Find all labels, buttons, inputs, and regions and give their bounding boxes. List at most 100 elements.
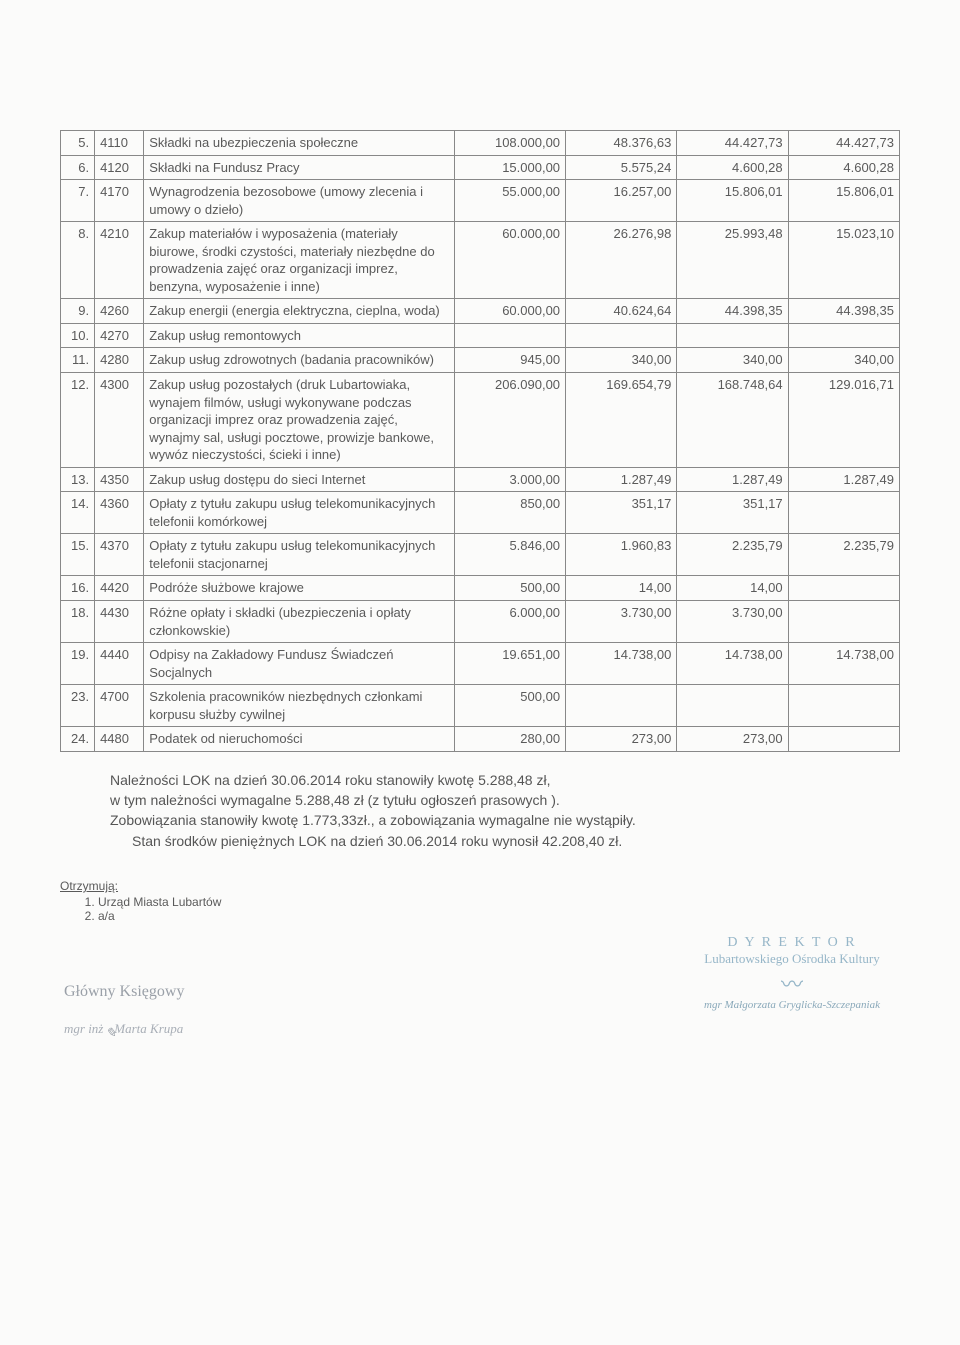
- table-cell: 24.: [61, 727, 95, 752]
- table-cell: 168.748,64: [677, 373, 788, 468]
- table-cell: 4.600,28: [788, 155, 899, 180]
- table-cell: Zakup materiałów i wyposażenia (materiał…: [144, 222, 454, 299]
- table-cell: 44.398,35: [677, 299, 788, 324]
- table-cell: [788, 323, 899, 348]
- table-cell: 4440: [95, 643, 144, 685]
- table-cell: 60.000,00: [454, 222, 565, 299]
- table-cell: 19.651,00: [454, 643, 565, 685]
- table-row: 5.4110Składki na ubezpieczenia społeczne…: [61, 131, 900, 156]
- table-row: 12.4300Zakup usług pozostałych (druk Lub…: [61, 373, 900, 468]
- table-cell: Opłaty z tytułu zakupu usług telekomunik…: [144, 492, 454, 534]
- table-cell: Zakup usług dostępu do sieci Internet: [144, 467, 454, 492]
- summary-line-1: Należności LOK na dzień 30.06.2014 roku …: [110, 772, 551, 788]
- table-cell: 273,00: [677, 727, 788, 752]
- table-cell: 44.427,73: [788, 131, 899, 156]
- table-cell: 2.235,79: [677, 534, 788, 576]
- table-cell: Zakup energii (energia elektryczna, ciep…: [144, 299, 454, 324]
- table-cell: 13.: [61, 467, 95, 492]
- summary-line-3: Zobowiązania stanowiły kwotę 1.773,33zł.…: [110, 812, 636, 828]
- table-row: 16.4420Podróże służbowe krajowe500,0014,…: [61, 576, 900, 601]
- table-row: 9.4260Zakup energii (energia elektryczna…: [61, 299, 900, 324]
- recipients-title: Otrzymują:: [60, 879, 118, 893]
- table-cell: [677, 685, 788, 727]
- table-cell: 5.575,24: [566, 155, 677, 180]
- table-cell: [788, 576, 899, 601]
- table-cell: 4420: [95, 576, 144, 601]
- table-cell: Składki na Fundusz Pracy: [144, 155, 454, 180]
- table-cell: 2.235,79: [788, 534, 899, 576]
- table-cell: Opłaty z tytułu zakupu usług telekomunik…: [144, 534, 454, 576]
- table-cell: 48.376,63: [566, 131, 677, 156]
- table-cell: 15.: [61, 534, 95, 576]
- summary-line-4: Stan środków pieniężnych LOK na dzień 30…: [110, 831, 900, 851]
- table-cell: 4270: [95, 323, 144, 348]
- table-cell: Zakup usług remontowych: [144, 323, 454, 348]
- table-cell: 4260: [95, 299, 144, 324]
- table-cell: 14,00: [566, 576, 677, 601]
- table-row: 8.4210Zakup materiałów i wyposażenia (ma…: [61, 222, 900, 299]
- table-cell: 850,00: [454, 492, 565, 534]
- table-cell: 273,00: [566, 727, 677, 752]
- table-cell: 40.624,64: [566, 299, 677, 324]
- table-row: 13.4350Zakup usług dostępu do sieci Inte…: [61, 467, 900, 492]
- table-cell: 18.: [61, 601, 95, 643]
- table-cell: 340,00: [566, 348, 677, 373]
- table-cell: 3.000,00: [454, 467, 565, 492]
- table-cell: 15.023,10: [788, 222, 899, 299]
- table-cell: 14,00: [677, 576, 788, 601]
- table-cell: 16.257,00: [566, 180, 677, 222]
- table-cell: 206.090,00: [454, 373, 565, 468]
- table-cell: Podróże służbowe krajowe: [144, 576, 454, 601]
- table-cell: 4480: [95, 727, 144, 752]
- table-cell: 4300: [95, 373, 144, 468]
- table-cell: [788, 727, 899, 752]
- table-cell: 4.600,28: [677, 155, 788, 180]
- table-cell: Wynagrodzenia bezosobowe (umowy zlecenia…: [144, 180, 454, 222]
- table-row: 19.4440Odpisy na Zakładowy Fundusz Świad…: [61, 643, 900, 685]
- signatures-row: Główny Księgowy mgr inż✎Marta Krupa D Y …: [60, 935, 900, 1037]
- table-cell: 4110: [95, 131, 144, 156]
- table-cell: [566, 323, 677, 348]
- sig-right-l1: D Y R E K T O R: [704, 935, 880, 951]
- table-cell: 9.: [61, 299, 95, 324]
- sig-left-title: Główny Księgowy: [64, 983, 184, 1001]
- table-cell: 15.806,01: [788, 180, 899, 222]
- table-cell: 5.: [61, 131, 95, 156]
- budget-table: 5.4110Składki na ubezpieczenia społeczne…: [60, 130, 900, 752]
- table-cell: [454, 323, 565, 348]
- table-cell: 4280: [95, 348, 144, 373]
- table-cell: Podatek od nieruchomości: [144, 727, 454, 752]
- recipients-block: Otrzymują: Urząd Miasta Lubartów a/a: [60, 879, 900, 923]
- table-cell: 16.: [61, 576, 95, 601]
- table-cell: Szkolenia pracowników niezbędnych członk…: [144, 685, 454, 727]
- table-cell: [677, 323, 788, 348]
- table-cell: 7.: [61, 180, 95, 222]
- table-cell: [788, 492, 899, 534]
- table-cell: 14.: [61, 492, 95, 534]
- summary-line-2: w tym należności wymagalne 5.288,48 zł (…: [110, 792, 560, 808]
- recipient-item: a/a: [98, 909, 900, 923]
- recipient-item: Urząd Miasta Lubartów: [98, 895, 900, 909]
- table-cell: [566, 685, 677, 727]
- table-cell: 280,00: [454, 727, 565, 752]
- table-cell: 19.: [61, 643, 95, 685]
- table-cell: 14.738,00: [566, 643, 677, 685]
- table-cell: 44.427,73: [677, 131, 788, 156]
- table-cell: 500,00: [454, 576, 565, 601]
- table-cell: 4360: [95, 492, 144, 534]
- table-cell: 1.960,83: [566, 534, 677, 576]
- table-cell: 4350: [95, 467, 144, 492]
- table-cell: 8.: [61, 222, 95, 299]
- table-cell: 1.287,49: [566, 467, 677, 492]
- table-cell: 3.730,00: [566, 601, 677, 643]
- table-cell: Odpisy na Zakładowy Fundusz Świadczeń So…: [144, 643, 454, 685]
- table-cell: [788, 685, 899, 727]
- table-cell: 4430: [95, 601, 144, 643]
- table-row: 24.4480Podatek od nieruchomości280,00273…: [61, 727, 900, 752]
- table-row: 11.4280Zakup usług zdrowotnych (badania …: [61, 348, 900, 373]
- summary-paragraph: Należności LOK na dzień 30.06.2014 roku …: [110, 770, 900, 851]
- table-cell: 500,00: [454, 685, 565, 727]
- table-cell: 4370: [95, 534, 144, 576]
- table-cell: 351,17: [677, 492, 788, 534]
- sig-left-name: mgr inż✎Marta Krupa: [64, 1021, 184, 1037]
